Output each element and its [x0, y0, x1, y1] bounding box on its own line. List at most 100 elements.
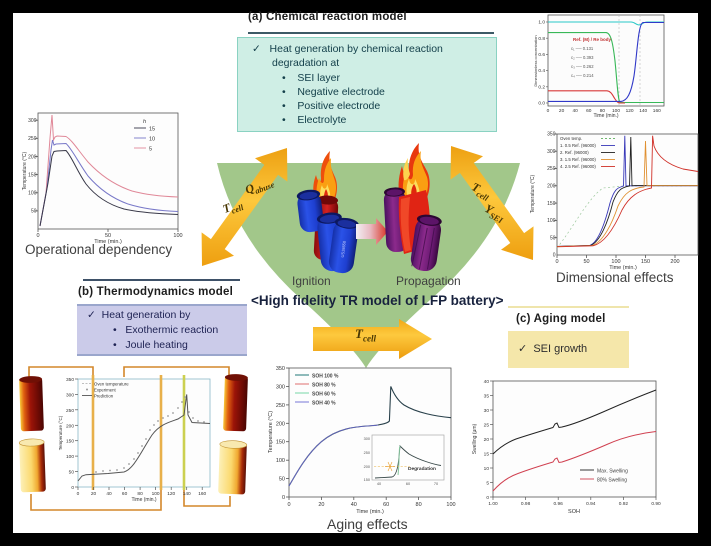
svg-text:200: 200 [547, 184, 556, 190]
svg-text:15: 15 [149, 127, 155, 133]
svg-text:50: 50 [105, 233, 111, 239]
svg-text:1.00: 1.00 [488, 501, 498, 507]
svg-text:10: 10 [149, 137, 155, 143]
svg-text:Temperature (°C): Temperature (°C) [22, 151, 28, 190]
svg-text:c₁ ── 0.131: c₁ ── 0.131 [571, 46, 594, 51]
svg-text:Max. Swelling: Max. Swelling [597, 468, 628, 474]
svg-text:350: 350 [276, 366, 285, 372]
svg-text:0.92: 0.92 [619, 501, 629, 507]
svg-text:150: 150 [28, 172, 37, 178]
svg-text:250: 250 [364, 451, 370, 455]
svg-text:40: 40 [573, 108, 579, 114]
svg-text:0: 0 [77, 491, 80, 497]
svg-text:Temperature (°C): Temperature (°C) [58, 415, 63, 450]
svg-text:1.0: 1.0 [538, 20, 545, 26]
svg-text:0.4: 0.4 [538, 68, 545, 74]
svg-text:300: 300 [547, 149, 556, 155]
svg-text:Oven temp.: Oven temp. [560, 136, 582, 141]
svg-text:250: 250 [547, 166, 556, 172]
svg-text:US18650: US18650 [340, 240, 347, 258]
svg-text:Time (min.): Time (min.) [609, 265, 637, 271]
svg-text:300: 300 [28, 118, 37, 124]
svg-text:250: 250 [28, 136, 37, 142]
svg-text:Ref. (M) / Re body: Ref. (M) / Re body [573, 37, 611, 42]
svg-text:25: 25 [484, 423, 490, 429]
svg-text:0: 0 [71, 485, 74, 491]
svg-text:140: 140 [639, 108, 647, 114]
svg-text:0.94: 0.94 [586, 501, 596, 507]
svg-text:0.0: 0.0 [538, 101, 545, 107]
svg-text:50: 50 [550, 235, 556, 241]
svg-text:200: 200 [364, 465, 370, 469]
svg-text:30: 30 [484, 408, 490, 414]
svg-text:100: 100 [446, 502, 455, 508]
svg-text:100: 100 [152, 491, 160, 497]
svg-text:SOH 40 %: SOH 40 % [312, 401, 336, 407]
svg-text:200: 200 [670, 259, 679, 265]
svg-text:2. Ref. (96000): 2. Ref. (96000) [560, 150, 589, 155]
svg-text:0: 0 [36, 233, 39, 239]
svg-text:1. 0.5 Ref. (96000): 1. 0.5 Ref. (96000) [560, 143, 596, 148]
svg-text:100: 100 [611, 259, 620, 265]
svg-text:150: 150 [364, 478, 370, 482]
svg-text:Time (min.): Time (min.) [94, 239, 122, 245]
svg-text:Time (min.): Time (min.) [356, 509, 384, 515]
svg-text:c₃ ── 0.262: c₃ ── 0.262 [571, 64, 594, 69]
svg-text:0: 0 [553, 253, 556, 259]
svg-text:60: 60 [383, 502, 389, 508]
svg-text:50: 50 [583, 259, 589, 265]
svg-text:150: 150 [547, 201, 556, 207]
svg-text:100: 100 [173, 233, 182, 239]
svg-text:0: 0 [287, 502, 290, 508]
svg-text:4. 2.5 Ref. (96000): 4. 2.5 Ref. (96000) [560, 164, 596, 169]
svg-text:0.98: 0.98 [521, 501, 531, 507]
svg-text:0.96: 0.96 [554, 501, 564, 507]
svg-text:35: 35 [484, 394, 490, 400]
svg-text:0: 0 [486, 495, 489, 501]
svg-text:15: 15 [484, 452, 490, 458]
svg-text:40: 40 [351, 502, 357, 508]
svg-text:c₂ ── 0.393: c₂ ── 0.393 [571, 55, 594, 60]
svg-text:0.8: 0.8 [538, 36, 545, 42]
svg-text:40: 40 [377, 482, 381, 486]
svg-text:200: 200 [28, 154, 37, 160]
svg-text:60: 60 [122, 491, 128, 497]
svg-text:20: 20 [484, 437, 490, 443]
svg-text:80: 80 [137, 491, 143, 497]
svg-text:300: 300 [276, 384, 285, 390]
svg-text:350: 350 [66, 377, 74, 383]
svg-text:Dimensionless concentration: Dimensionless concentration [533, 35, 538, 86]
svg-text:0.2: 0.2 [538, 84, 545, 90]
svg-text:SOH 80 %: SOH 80 % [312, 383, 336, 389]
svg-text:150: 150 [276, 440, 285, 446]
svg-text:h: h [143, 119, 146, 125]
svg-text:3. 1.5 Ref. (96000): 3. 1.5 Ref. (96000) [560, 157, 596, 162]
svg-text:60: 60 [406, 482, 410, 486]
svg-text:20: 20 [91, 491, 97, 497]
svg-text:160: 160 [653, 108, 661, 114]
svg-text:SOH 100 %: SOH 100 % [312, 374, 339, 380]
svg-text:0: 0 [555, 259, 558, 265]
svg-text:50: 50 [31, 209, 37, 215]
svg-text:0.90: 0.90 [651, 501, 661, 507]
svg-text:160: 160 [198, 491, 206, 497]
svg-text:50: 50 [69, 470, 75, 476]
svg-text:0.6: 0.6 [538, 52, 545, 58]
svg-text:0: 0 [282, 495, 285, 501]
svg-text:SOH: SOH [568, 509, 580, 515]
svg-text:Time (min.): Time (min.) [131, 497, 156, 503]
svg-text:100: 100 [612, 108, 620, 114]
svg-text:10: 10 [484, 466, 490, 472]
svg-text:20: 20 [318, 502, 324, 508]
svg-text:150: 150 [641, 259, 650, 265]
svg-text:c₄ ── 0.214: c₄ ── 0.214 [571, 73, 594, 78]
svg-text:140: 140 [183, 491, 191, 497]
svg-text:80% Swelling: 80% Swelling [597, 477, 627, 483]
svg-text:5: 5 [486, 481, 489, 487]
svg-text:Prediction: Prediction [94, 394, 114, 399]
svg-text:5: 5 [149, 147, 152, 153]
svg-text:100: 100 [547, 218, 556, 224]
svg-text:100: 100 [66, 454, 74, 460]
svg-text:120: 120 [167, 491, 175, 497]
svg-text:300: 300 [364, 437, 370, 441]
